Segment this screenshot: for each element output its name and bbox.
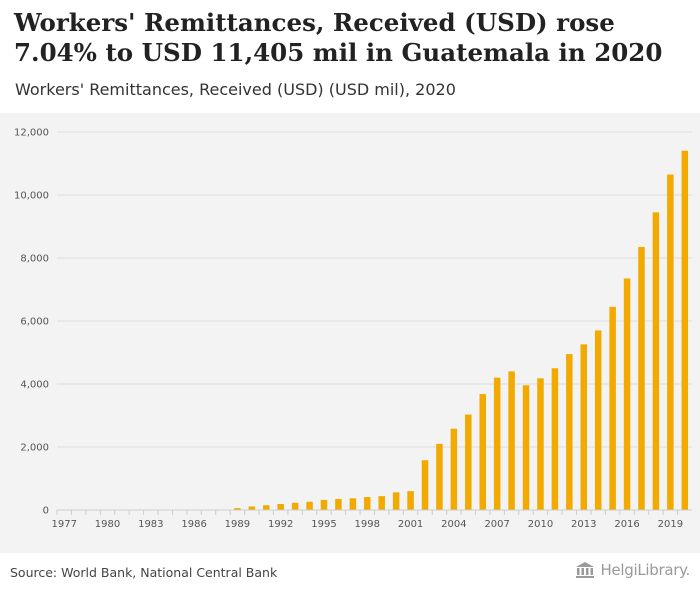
x-tick-label: 2001: [398, 519, 423, 530]
bar-2011: [551, 368, 559, 510]
bar-2005: [465, 414, 472, 510]
bar-2020: [681, 150, 689, 510]
bar-2013: [580, 344, 588, 510]
x-tick-label: 1989: [225, 519, 250, 530]
bar-1996: [335, 498, 342, 510]
x-tick-label: 1983: [138, 519, 163, 530]
y-tick-label: 2,000: [20, 443, 49, 454]
x-tick-label: 2019: [658, 519, 683, 530]
bar-1995: [320, 499, 328, 510]
bar-2000: [392, 492, 400, 510]
bar-2007: [493, 377, 501, 510]
x-tick-label: 1998: [355, 519, 380, 530]
bar-1998: [364, 497, 371, 510]
bar-2019: [667, 174, 674, 510]
bar-1990: [248, 506, 256, 510]
bar-1989: [234, 508, 241, 510]
logo-text: HelgiLibrary.: [600, 561, 690, 579]
bar-2004: [450, 428, 458, 510]
library-building-icon: [576, 562, 595, 578]
x-tick-label: 2007: [484, 519, 509, 530]
bar-1992: [277, 504, 284, 510]
x-tick-label: 2004: [441, 519, 466, 530]
y-tick-label: 8,000: [20, 254, 49, 265]
x-tick-label: 1995: [311, 519, 336, 530]
bar-2016: [623, 278, 631, 510]
x-tick-label: 1992: [268, 519, 293, 530]
x-tick-label: 1980: [95, 519, 120, 530]
y-tick-label: 4,000: [20, 380, 49, 391]
bar-2006: [479, 394, 486, 510]
x-tick-label: 2016: [614, 519, 639, 530]
bar-2012: [566, 354, 573, 510]
bar-layer: [234, 150, 689, 510]
chart-subtitle: Workers' Remittances, Received (USD) (US…: [15, 80, 456, 99]
bar-1997: [349, 498, 357, 510]
helgilibrary-logo: HelgiLibrary.: [575, 561, 690, 579]
y-tick-label: 10,000: [14, 191, 49, 202]
bar-2002: [421, 460, 429, 510]
axis-layer: 0 2,000 4,000 6,000 8,000 10,000 12,000 1977 198…: [14, 128, 692, 530]
bar-1991: [263, 505, 270, 510]
bar-2014: [594, 330, 602, 510]
y-tick-label: 12,000: [14, 128, 49, 139]
bar-1993: [291, 502, 299, 510]
chart-header: Workers' Remittances, Received (USD) ros…: [0, 0, 700, 113]
bar-2018: [652, 212, 660, 510]
source-note: Source: World Bank, National Central Ban…: [10, 565, 278, 580]
bar-2010: [537, 378, 544, 510]
bar-1999: [378, 496, 385, 510]
y-tick-label: 6,000: [20, 317, 49, 328]
chart-title: Workers' Remittances, Received (USD) ros…: [14, 8, 663, 67]
bar-1994: [306, 501, 313, 510]
bar-2003: [436, 443, 443, 510]
x-tick-label: 1977: [51, 519, 76, 530]
bar-2017: [638, 246, 645, 510]
bar-2001: [407, 491, 414, 510]
x-tick-label: 2013: [571, 519, 596, 530]
x-tick-label: 2010: [528, 519, 553, 530]
bar-2015: [609, 306, 616, 510]
bar-chart: 0 2,000 4,000 6,000 8,000 10,000 12,000 1977 198…: [14, 128, 692, 530]
bar-2008: [508, 371, 515, 510]
bar-2009: [522, 385, 530, 510]
y-tick-label: 0: [43, 506, 49, 517]
x-tick-label: 1986: [181, 519, 206, 530]
